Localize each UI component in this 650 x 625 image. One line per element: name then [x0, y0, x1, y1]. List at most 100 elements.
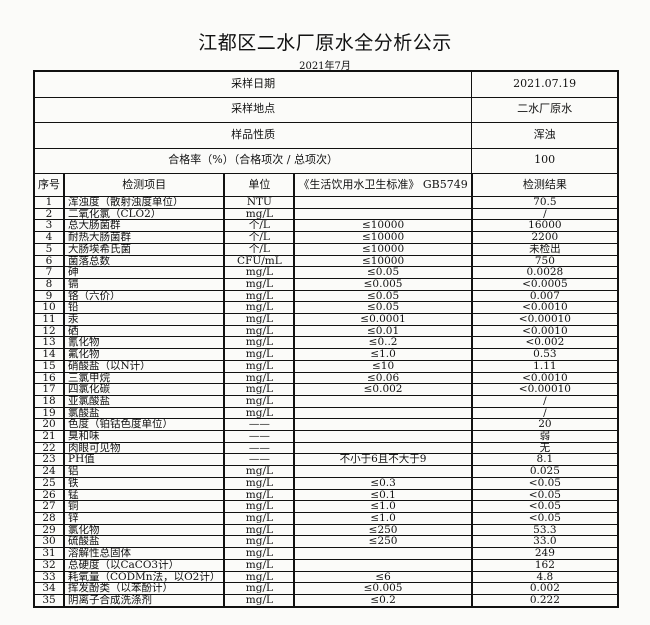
row-result: 1.11 [471, 359, 619, 373]
row-seq: 2 [33, 207, 65, 221]
row-item: 阴离子合成洗涤剂 [63, 593, 226, 608]
row-unit: mg/L [223, 383, 296, 396]
row-result: 弱 [471, 430, 619, 443]
row-standard: ≤10 [293, 359, 473, 373]
table-row: 34 挥发酚类（以苯酚计） mg/L ≤0.005 0.002 [33, 582, 619, 595]
row-result: 0.53 [471, 348, 619, 361]
table-row: 23 PH值 —— 不小于6且不大于9 8.1 [33, 453, 619, 467]
row-standard: 不小于6且不大于9 [293, 453, 473, 467]
row-result: <0.002 [471, 336, 619, 350]
row-standard: ≤0..2 [293, 336, 473, 350]
row-seq: 19 [33, 406, 65, 420]
row-seq: 1 [33, 196, 65, 209]
row-seq: 33 [33, 570, 65, 584]
table-row: 4 耐热大肠菌群 个/L ≤10000 2200 [33, 231, 619, 244]
table-row: 27 铜 mg/L ≤1.0 <0.05 [33, 500, 619, 513]
row-seq: 29 [33, 523, 65, 537]
row-item: 臭和味 [63, 430, 226, 443]
row-standard: ≤0.3 [293, 476, 473, 490]
row-seq: 26 [33, 488, 65, 502]
row-unit: mg/L [223, 394, 296, 408]
table-row: 30 硫酸盐 mg/L ≤250 33.0 [33, 535, 619, 549]
row-result: 8.1 [471, 453, 619, 467]
header-unit: 单位 [223, 173, 296, 197]
row-standard: ≤0.06 [293, 371, 473, 385]
row-standard [293, 406, 473, 420]
row-result: 0.007 [471, 289, 619, 303]
row-item: 菌落总数 [63, 254, 226, 268]
row-standard [293, 196, 473, 209]
row-unit: NTU [223, 196, 296, 209]
row-result: 0.002 [471, 582, 619, 595]
row-unit: mg/L [223, 324, 296, 338]
meta-row-sampling-date: 采样日期 2021.07.19 [33, 70, 619, 98]
row-seq: 18 [33, 394, 65, 408]
table-row: 7 砷 mg/L ≤0.05 0.0028 [33, 266, 619, 279]
row-item: 浑浊度（散射浊度单位） [63, 196, 226, 209]
row-seq: 12 [33, 324, 65, 338]
row-seq: 16 [33, 371, 65, 385]
report-month: 2021年7月 [299, 61, 351, 72]
row-standard: ≤1.0 [293, 348, 473, 361]
row-unit: mg/L [223, 488, 296, 502]
row-seq: 15 [33, 359, 65, 373]
row-unit: mg/L [223, 277, 296, 291]
page-title: 江都区二水厂原水全分析公示 [198, 32, 452, 54]
row-standard: ≤0.1 [293, 488, 473, 502]
row-standard: ≤1.0 [293, 511, 473, 525]
row-unit: mg/L [223, 593, 296, 608]
row-result: 53.3 [471, 523, 619, 537]
row-unit: mg/L [223, 207, 296, 221]
row-item: PH值 [63, 453, 226, 467]
table-row: 26 锰 mg/L ≤0.1 <0.05 [33, 488, 619, 502]
row-standard [293, 430, 473, 443]
row-item: 二氧化氯（CLO2） [63, 207, 226, 221]
row-unit: mg/L [223, 476, 296, 490]
row-item: 铬（六价） [63, 289, 226, 303]
row-item: 氰化物 [63, 336, 226, 350]
meta-row-sampling-location: 采样地点 二水厂原水 [33, 96, 619, 123]
row-seq: 22 [33, 441, 65, 455]
row-item: 氟化物 [63, 348, 226, 361]
row-unit: 个/L [223, 242, 296, 256]
row-seq: 28 [33, 511, 65, 525]
row-item: 铁 [63, 476, 226, 490]
row-standard [293, 418, 473, 432]
row-standard [293, 441, 473, 455]
row-result: / [471, 406, 619, 420]
row-item: 汞 [63, 313, 226, 326]
row-unit: mg/L [223, 289, 296, 303]
row-seq: 24 [33, 465, 65, 478]
table-row: 21 臭和味 —— 弱 [33, 430, 619, 443]
row-unit: —— [223, 453, 296, 467]
row-unit: 个/L [223, 219, 296, 233]
row-seq: 7 [33, 266, 65, 279]
row-item: 硒 [63, 324, 226, 338]
row-standard [293, 547, 473, 560]
row-result: <0.00010 [471, 383, 619, 396]
row-seq: 14 [33, 348, 65, 361]
table-row: 12 硒 mg/L ≤0.01 <0.0010 [33, 324, 619, 338]
row-standard: ≤0.05 [293, 289, 473, 303]
row-standard: ≤6 [293, 570, 473, 584]
row-standard [293, 465, 473, 478]
row-unit: mg/L [223, 348, 296, 361]
row-result: <0.0010 [471, 301, 619, 315]
row-item: 肉眼可见物 [63, 441, 226, 455]
row-item: 挥发酚类（以苯酚计） [63, 582, 226, 595]
table-row: 28 锌 mg/L ≤1.0 <0.05 [33, 511, 619, 525]
row-result: <0.05 [471, 488, 619, 502]
row-item: 氯酸盐 [63, 406, 226, 420]
header-result: 检测结果 [471, 173, 619, 197]
row-item: 耐热大肠菌群 [63, 231, 226, 244]
table-row: 11 汞 mg/L ≤0.0001 <0.00010 [33, 313, 619, 326]
row-standard: ≤0.0001 [293, 313, 473, 326]
row-unit: mg/L [223, 570, 296, 584]
row-standard: ≤1.0 [293, 500, 473, 513]
meta-value: 二水厂原水 [471, 96, 619, 123]
meta-value: 2021.07.19 [471, 70, 619, 98]
row-seq: 8 [33, 277, 65, 291]
row-standard: ≤10000 [293, 231, 473, 244]
row-item: 亚氯酸盐 [63, 394, 226, 408]
row-seq: 30 [33, 535, 65, 549]
